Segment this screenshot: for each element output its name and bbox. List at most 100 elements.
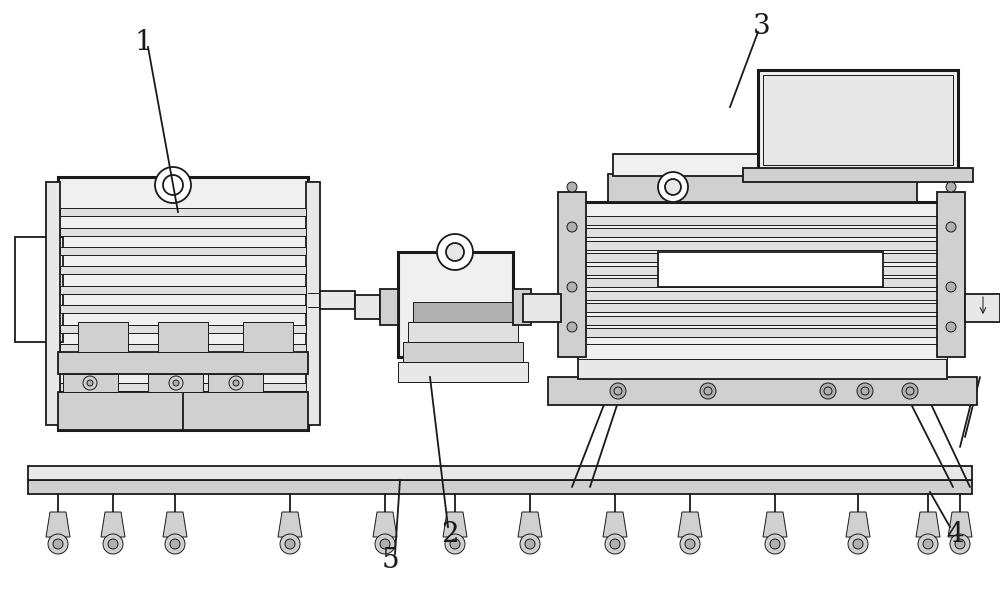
Bar (78, 322, 128, 352)
Bar (306, 182, 320, 425)
Circle shape (229, 376, 243, 390)
Circle shape (165, 534, 185, 554)
Bar (585, 216, 940, 225)
Circle shape (155, 167, 191, 203)
Bar (320, 291, 355, 309)
Bar (413, 302, 513, 322)
Circle shape (83, 376, 97, 390)
Circle shape (665, 179, 681, 195)
Circle shape (853, 539, 863, 549)
Bar (58, 177, 308, 430)
Circle shape (53, 539, 63, 549)
Circle shape (48, 534, 68, 554)
Bar (15, 237, 63, 342)
Bar (58, 352, 308, 374)
Bar (578, 344, 947, 359)
Bar (585, 291, 940, 300)
Circle shape (170, 539, 180, 549)
Bar (658, 252, 883, 287)
Bar (937, 192, 965, 357)
Bar (585, 303, 940, 312)
Circle shape (923, 539, 933, 549)
Polygon shape (603, 512, 627, 537)
Bar (585, 328, 940, 337)
Circle shape (680, 534, 700, 554)
Bar (585, 265, 940, 275)
Bar (60, 383, 306, 391)
Circle shape (857, 383, 873, 399)
Polygon shape (846, 512, 870, 537)
Circle shape (437, 234, 473, 270)
Bar (60, 305, 306, 313)
Circle shape (567, 182, 577, 192)
Bar (158, 322, 208, 352)
Circle shape (567, 222, 577, 232)
Bar (965, 294, 1000, 322)
Bar (608, 174, 917, 202)
Bar (28, 480, 972, 494)
Circle shape (169, 376, 183, 390)
Circle shape (824, 387, 832, 395)
Bar (355, 295, 380, 319)
Polygon shape (948, 512, 972, 537)
Circle shape (108, 539, 118, 549)
Circle shape (87, 380, 93, 386)
Bar (585, 315, 940, 324)
Circle shape (525, 539, 535, 549)
Bar (585, 253, 940, 262)
Circle shape (103, 534, 123, 554)
Bar (583, 202, 942, 347)
Bar (585, 228, 940, 237)
Bar (60, 228, 306, 236)
Bar (60, 208, 306, 216)
Bar (408, 322, 518, 342)
Bar (148, 374, 203, 392)
Circle shape (173, 380, 179, 386)
Bar (558, 192, 586, 357)
Bar (58, 392, 308, 430)
Text: 1: 1 (134, 28, 152, 55)
Circle shape (446, 243, 464, 261)
Bar (60, 286, 306, 294)
Circle shape (380, 539, 390, 549)
Bar (523, 294, 561, 322)
Bar (398, 362, 528, 382)
Bar (60, 247, 306, 255)
Circle shape (685, 539, 695, 549)
Circle shape (765, 534, 785, 554)
Bar (63, 374, 118, 392)
Circle shape (658, 172, 688, 202)
Circle shape (950, 534, 970, 554)
Polygon shape (763, 512, 787, 537)
Polygon shape (518, 512, 542, 537)
Bar (585, 278, 940, 287)
Circle shape (906, 387, 914, 395)
Bar (46, 182, 60, 425)
Polygon shape (278, 512, 302, 537)
Polygon shape (678, 512, 702, 537)
Polygon shape (46, 512, 70, 537)
Polygon shape (163, 512, 187, 537)
Bar (578, 357, 947, 379)
Circle shape (280, 534, 300, 554)
Bar (513, 289, 531, 325)
Circle shape (163, 175, 183, 195)
Bar (167, 181, 179, 197)
Circle shape (375, 534, 395, 554)
Circle shape (918, 534, 938, 554)
Circle shape (946, 322, 956, 332)
Circle shape (820, 383, 836, 399)
Circle shape (233, 380, 239, 386)
Circle shape (567, 322, 577, 332)
Bar (763, 75, 953, 165)
Circle shape (848, 534, 868, 554)
Circle shape (946, 282, 956, 292)
Circle shape (946, 222, 956, 232)
Bar (743, 168, 973, 182)
Circle shape (450, 539, 460, 549)
Circle shape (946, 182, 956, 192)
Polygon shape (101, 512, 125, 537)
Text: 5: 5 (381, 547, 399, 574)
Circle shape (610, 539, 620, 549)
Bar (208, 374, 263, 392)
